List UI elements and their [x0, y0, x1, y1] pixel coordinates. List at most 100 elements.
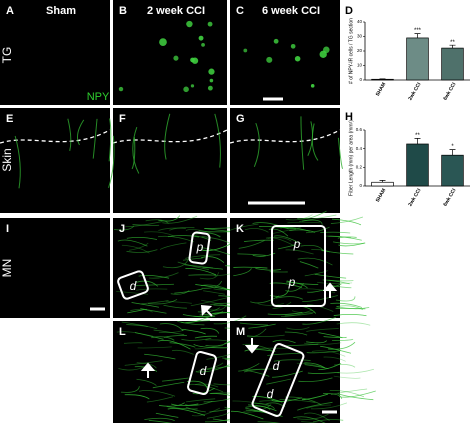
cell	[294, 55, 301, 62]
cell	[310, 84, 315, 88]
fiber	[337, 137, 344, 170]
fiber	[275, 296, 303, 300]
cell	[243, 48, 248, 53]
cell	[323, 46, 330, 54]
region-box	[271, 225, 326, 307]
row-label: MN	[0, 259, 14, 278]
panel-letter: G	[236, 113, 245, 125]
fiber	[136, 362, 157, 369]
fiber	[159, 242, 187, 250]
region-label: d	[267, 387, 274, 401]
fiber	[268, 228, 289, 237]
fiber	[129, 242, 149, 251]
fiber	[311, 350, 346, 357]
cell	[201, 43, 205, 47]
fiber	[185, 254, 221, 259]
fiber	[197, 307, 221, 313]
fiber	[302, 295, 338, 302]
fiber	[273, 359, 311, 362]
arrow	[322, 282, 338, 298]
fiber	[169, 342, 196, 348]
fiber	[108, 118, 112, 162]
bar	[371, 78, 394, 81]
fiber	[132, 224, 160, 226]
y-tick-label: 0.2	[356, 165, 363, 170]
region-label: d	[273, 359, 280, 373]
region-box	[187, 350, 217, 396]
fiber	[311, 402, 348, 410]
fiber	[203, 290, 226, 295]
column-title: 2 week CCI	[147, 5, 205, 17]
fiber	[167, 408, 206, 416]
arrow	[140, 362, 156, 378]
fiber	[182, 328, 206, 335]
fiber	[159, 323, 184, 332]
fiber	[232, 400, 270, 407]
cell	[266, 56, 273, 63]
fiber	[155, 412, 179, 418]
y-tick-label: 20	[357, 48, 363, 53]
fiber	[257, 303, 284, 306]
cell	[290, 43, 296, 49]
column-title: 6 week CCI	[262, 5, 320, 17]
fiber	[171, 403, 199, 407]
fiber	[152, 381, 185, 389]
fiber	[137, 346, 172, 349]
fiber	[162, 215, 198, 224]
fiber	[195, 383, 219, 388]
fiber	[158, 215, 181, 222]
micrograph	[0, 0, 110, 105]
fiber	[14, 135, 21, 189]
fiber	[272, 370, 303, 378]
fiber	[265, 237, 295, 247]
fiber	[255, 268, 282, 271]
fiber	[238, 363, 260, 372]
fiber	[306, 226, 330, 234]
cell	[191, 57, 199, 64]
fiber	[311, 123, 319, 161]
region-box	[117, 270, 149, 300]
fiber	[333, 375, 361, 379]
fiber	[247, 334, 285, 338]
cell	[209, 78, 214, 83]
micrograph	[230, 108, 340, 213]
fiber	[259, 400, 287, 403]
fiber	[185, 401, 213, 406]
fiber	[337, 368, 375, 374]
fiber	[149, 272, 179, 279]
fiber	[182, 314, 216, 318]
fiber	[285, 249, 314, 255]
fiber	[336, 322, 371, 326]
x-tick-label: 6wk CCI	[442, 81, 457, 101]
fiber	[118, 366, 146, 371]
region-label: p	[293, 237, 301, 251]
region-label: p	[288, 275, 296, 289]
y-tick-label: 0.6	[356, 127, 363, 132]
fiber	[320, 345, 352, 354]
fiber	[299, 288, 336, 294]
panel-letter: F	[119, 113, 126, 125]
fiber	[123, 342, 143, 344]
fiber	[291, 310, 315, 314]
fiber	[145, 219, 169, 224]
fiber	[163, 304, 187, 309]
fiber	[143, 231, 175, 237]
y-axis-label: Fiber Length (mm) per area (mm²)	[348, 120, 354, 196]
micrograph	[113, 0, 227, 105]
fiber	[202, 266, 223, 270]
fiber	[321, 249, 354, 255]
x-tick-label: SHAM	[375, 82, 388, 98]
fiber	[312, 419, 344, 423]
fiber	[329, 390, 365, 398]
fiber	[299, 261, 319, 269]
bar	[441, 47, 464, 81]
fiber	[67, 118, 72, 152]
fiber	[306, 328, 339, 332]
fiber	[287, 221, 320, 224]
y-tick-label: 30	[357, 34, 363, 39]
y-tick-label: 10	[357, 63, 363, 68]
cell	[183, 86, 189, 93]
fiber	[330, 216, 364, 224]
fiber	[327, 341, 356, 350]
cell	[207, 85, 213, 91]
